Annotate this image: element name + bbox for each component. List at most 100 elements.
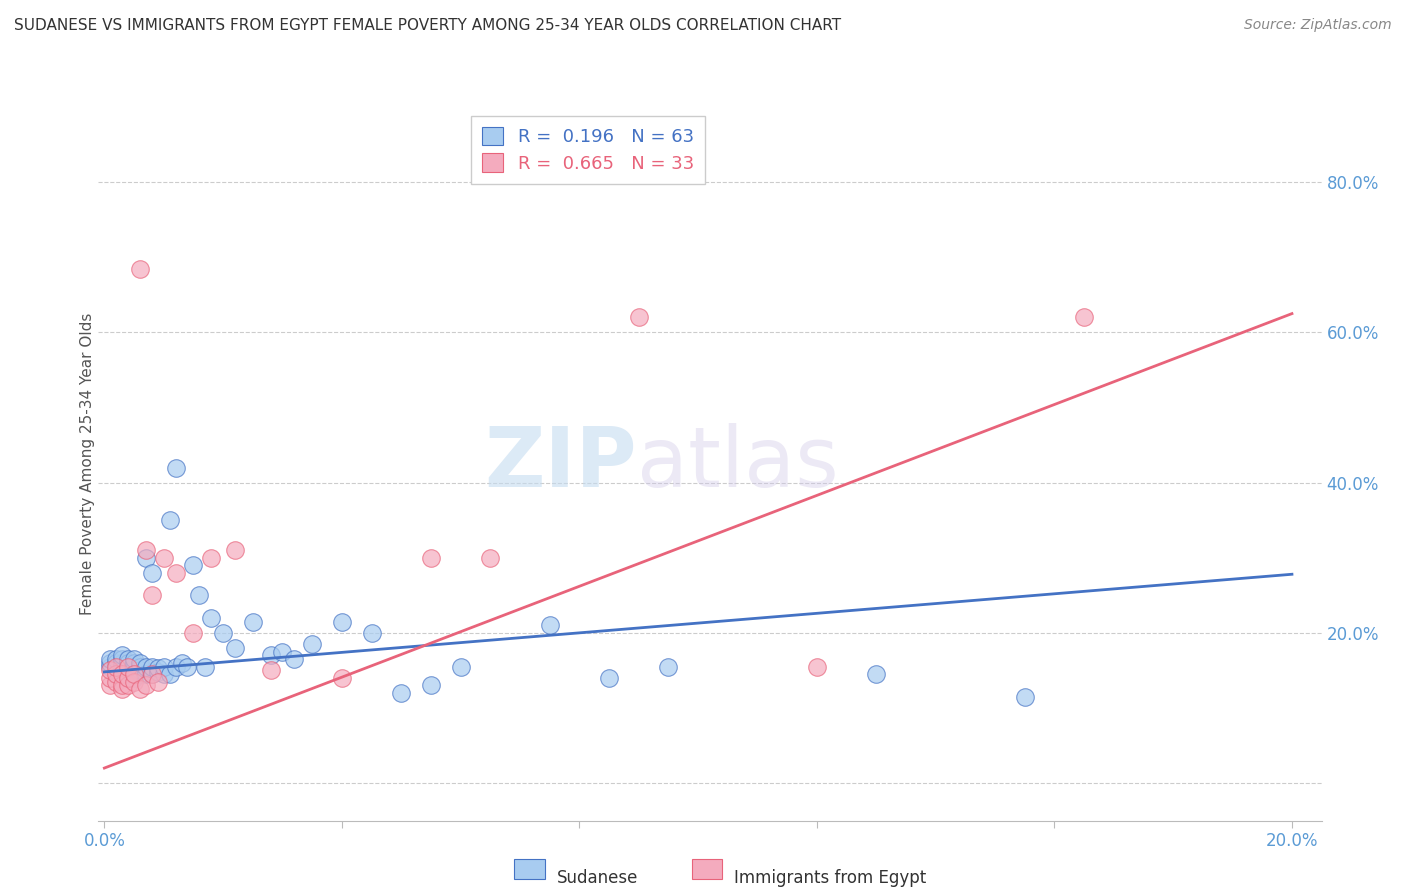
Point <box>129 659 152 673</box>
Point <box>122 671 145 685</box>
Point <box>242 615 264 629</box>
Point <box>105 667 128 681</box>
Point <box>141 566 163 580</box>
Point <box>98 656 121 670</box>
FancyBboxPatch shape <box>692 859 723 880</box>
Point <box>200 550 222 565</box>
Point <box>283 652 305 666</box>
Point <box>135 543 157 558</box>
Point <box>146 661 169 675</box>
Point <box>111 659 134 673</box>
Point <box>141 588 163 602</box>
Point <box>360 625 382 640</box>
Point <box>111 678 134 692</box>
Point <box>105 659 128 673</box>
Point <box>111 652 134 666</box>
Point <box>98 652 121 666</box>
Point <box>122 659 145 673</box>
Point <box>122 664 145 678</box>
Point <box>1014 690 1036 704</box>
Point <box>135 659 157 673</box>
Text: Sudanese: Sudanese <box>557 869 638 888</box>
Point <box>159 513 181 527</box>
Point <box>271 645 294 659</box>
Point <box>117 659 139 673</box>
Point <box>301 637 323 651</box>
Point <box>117 664 139 678</box>
Point <box>111 667 134 681</box>
Point <box>627 310 650 325</box>
Point <box>98 671 121 685</box>
Text: atlas: atlas <box>637 424 838 504</box>
Point <box>479 550 502 565</box>
Point <box>111 656 134 670</box>
Point <box>152 667 174 681</box>
Point <box>105 674 128 689</box>
Point <box>259 664 281 678</box>
Point <box>105 659 128 673</box>
Point <box>538 618 561 632</box>
Point <box>200 611 222 625</box>
Point <box>183 558 205 573</box>
Point <box>159 667 181 681</box>
Point <box>129 667 152 681</box>
Point <box>176 659 198 673</box>
Point <box>135 550 157 565</box>
Point <box>188 588 211 602</box>
Point <box>141 659 163 673</box>
Point <box>224 543 246 558</box>
Point <box>122 674 145 689</box>
Point <box>420 678 443 692</box>
Point <box>129 656 152 670</box>
Point <box>165 460 187 475</box>
Point <box>117 678 139 692</box>
Point <box>105 652 128 666</box>
Point <box>212 625 235 640</box>
Point <box>450 659 472 673</box>
Point <box>165 566 187 580</box>
Point <box>598 671 620 685</box>
Point <box>141 667 163 681</box>
Point <box>389 686 412 700</box>
Point <box>111 648 134 663</box>
FancyBboxPatch shape <box>515 859 546 880</box>
Point <box>129 261 152 276</box>
Point <box>98 664 121 678</box>
Point <box>105 656 128 670</box>
Point <box>1073 310 1095 325</box>
Point <box>183 625 205 640</box>
Point <box>117 652 139 666</box>
Point <box>111 682 134 697</box>
Text: ZIP: ZIP <box>484 424 637 504</box>
Point <box>117 659 139 673</box>
Point <box>224 640 246 655</box>
Text: Source: ZipAtlas.com: Source: ZipAtlas.com <box>1244 18 1392 32</box>
Point <box>330 671 353 685</box>
Point <box>152 659 174 673</box>
Point <box>135 678 157 692</box>
Point <box>194 659 217 673</box>
Point <box>141 667 163 681</box>
Point <box>117 667 139 681</box>
Point <box>165 659 187 673</box>
Point <box>117 656 139 670</box>
Point <box>170 656 193 670</box>
Y-axis label: Female Poverty Among 25-34 Year Olds: Female Poverty Among 25-34 Year Olds <box>80 313 94 615</box>
Point <box>865 667 887 681</box>
Point <box>146 674 169 689</box>
Text: Immigrants from Egypt: Immigrants from Egypt <box>734 869 927 888</box>
Legend: R =  0.196   N = 63, R =  0.665   N = 33: R = 0.196 N = 63, R = 0.665 N = 33 <box>471 116 704 184</box>
Point <box>152 550 174 565</box>
Point <box>105 667 128 681</box>
Point <box>657 659 679 673</box>
Point <box>420 550 443 565</box>
Point <box>146 665 169 679</box>
Point <box>122 652 145 666</box>
Point <box>129 682 152 697</box>
Point <box>129 664 152 678</box>
Point <box>122 656 145 670</box>
Point <box>117 671 139 685</box>
Point <box>330 615 353 629</box>
Point <box>135 667 157 681</box>
Point <box>806 659 828 673</box>
